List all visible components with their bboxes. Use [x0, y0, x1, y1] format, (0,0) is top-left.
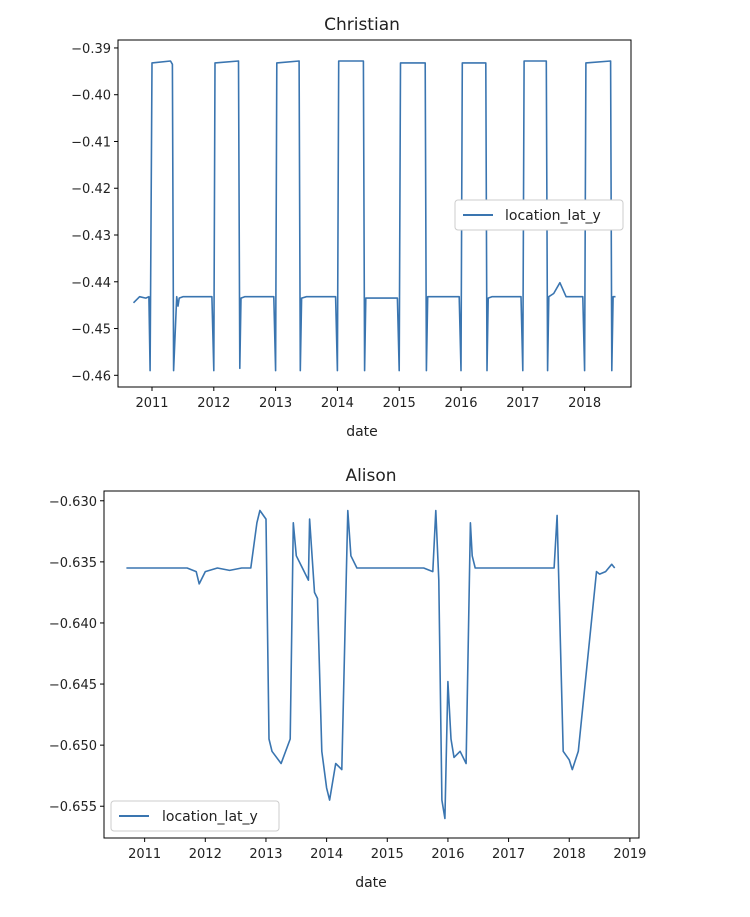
y-tick-label: −0.42	[71, 182, 111, 197]
chart-alison: Alison 2011 2012 2013 2014 2015 2016 2017 2018 2…	[49, 466, 647, 891]
axes-frame	[103, 490, 640, 839]
x-axis-ticks: 2011 2012 2013 2014 2015 2016 2017 2018	[135, 387, 601, 411]
legend-box	[110, 800, 280, 832]
y-tick-label: −0.645	[49, 678, 97, 693]
x-axis-ticks: 2011 2012 2013 2014 2015 2016 2017 2018 2019	[128, 838, 646, 862]
y-axis-ticks: −0.655 −0.650 −0.645 −0.640 −0.635 −0.630	[49, 495, 104, 815]
x-tick-label: 2012	[197, 396, 230, 411]
legend: location_lat_y	[454, 199, 624, 231]
x-tick-label: 2019	[613, 847, 646, 862]
x-tick-label: 2014	[321, 396, 354, 411]
plot-area	[117, 39, 632, 388]
x-axis-label: date	[346, 424, 378, 440]
x-tick-label: 2016	[444, 396, 477, 411]
x-tick-label: 2018	[553, 847, 586, 862]
y-tick-label: −0.640	[49, 617, 97, 632]
y-tick-label: −0.40	[71, 89, 111, 104]
y-tick-label: −0.635	[49, 556, 97, 571]
axes-frame	[117, 39, 632, 388]
chart-title: Christian	[324, 15, 400, 35]
x-tick-label: 2015	[383, 396, 416, 411]
x-tick-label: 2013	[259, 396, 292, 411]
plot-area	[103, 490, 640, 839]
x-tick-label: 2013	[249, 847, 282, 862]
x-tick-label: 2015	[371, 847, 404, 862]
x-tick-label: 2017	[506, 396, 539, 411]
x-tick-label: 2011	[128, 847, 161, 862]
series-line-0	[132, 60, 616, 372]
legend-box	[454, 199, 624, 231]
legend-label: location_lat_y	[505, 208, 601, 224]
y-tick-label: −0.655	[49, 800, 97, 815]
chart-christian: Christian 2011 2012 2013 2014 2015 2016 2017 20…	[71, 15, 632, 440]
y-tick-label: −0.41	[71, 135, 111, 150]
y-tick-label: −0.46	[71, 369, 111, 384]
x-axis-label: date	[355, 875, 387, 891]
series-line-0	[126, 509, 616, 820]
x-tick-label: 2016	[431, 847, 464, 862]
y-tick-label: −0.44	[71, 276, 111, 291]
y-tick-label: −0.650	[49, 739, 97, 754]
x-tick-label: 2011	[135, 396, 168, 411]
y-tick-label: −0.43	[71, 229, 111, 244]
chart-title: Alison	[345, 466, 396, 486]
y-axis-ticks: −0.46 −0.45 −0.44 −0.43 −0.42 −0.41 −0.40 −0.39	[71, 42, 118, 384]
x-tick-label: 2014	[310, 847, 343, 862]
legend-label: location_lat_y	[162, 809, 258, 825]
y-tick-label: −0.45	[71, 323, 111, 338]
legend: location_lat_y	[110, 800, 280, 832]
x-tick-label: 2018	[568, 396, 601, 411]
y-tick-label: −0.39	[71, 42, 111, 57]
y-tick-label: −0.630	[49, 495, 97, 510]
x-tick-label: 2017	[492, 847, 525, 862]
x-tick-label: 2012	[189, 847, 222, 862]
